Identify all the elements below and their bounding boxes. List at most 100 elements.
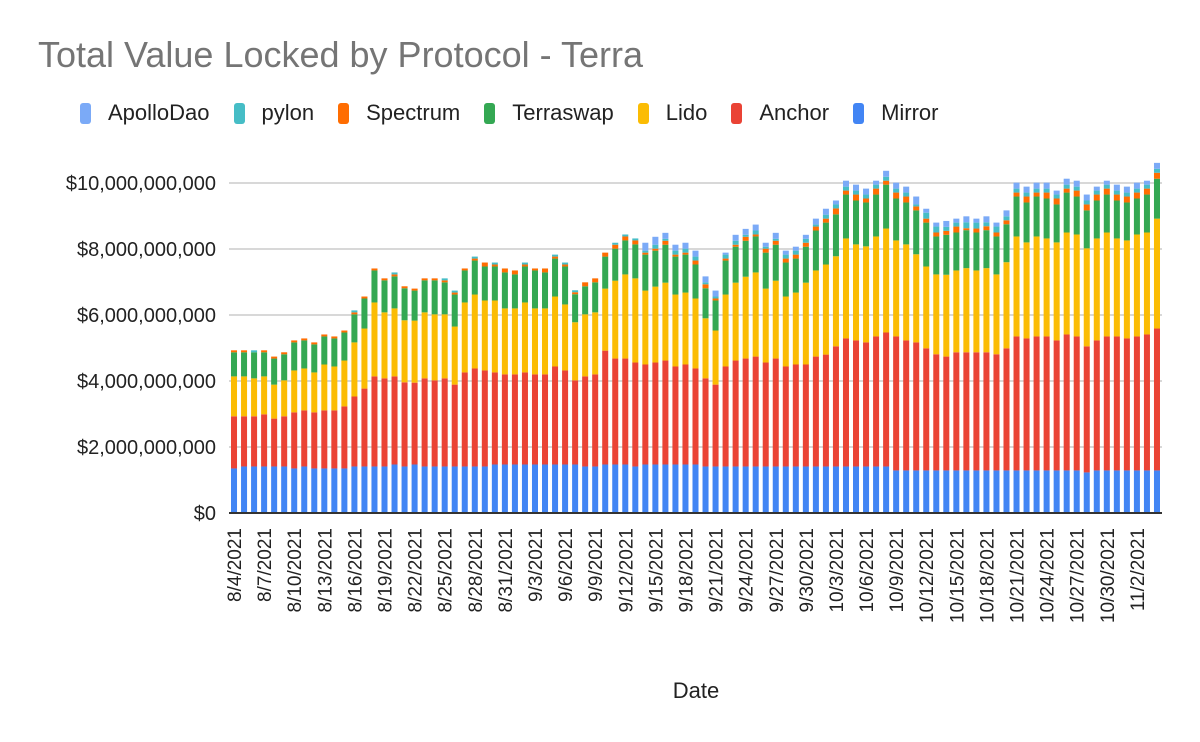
bar-anchor (1153, 328, 1160, 471)
bar-lido (812, 270, 819, 357)
bar-anchor (1053, 340, 1060, 471)
bar-apollodao (1003, 210, 1010, 217)
bar-terraswap (712, 300, 719, 331)
bar-anchor (592, 374, 599, 467)
bar-lido (301, 368, 308, 411)
bar-stack (1043, 182, 1050, 513)
bar-anchor (391, 376, 398, 465)
bar-stack (963, 216, 970, 513)
bar-spectrum (752, 234, 759, 237)
bar-terraswap (802, 246, 809, 283)
bar-spectrum (421, 278, 428, 281)
bar-spectrum (983, 226, 990, 231)
bar-anchor (742, 358, 749, 467)
x-tick-label: 10/18/2021 (977, 528, 998, 623)
bar-lido (592, 312, 599, 375)
bar-terraswap (1113, 200, 1120, 239)
bar-apollodao (642, 242, 649, 251)
bar-mirror (1113, 470, 1120, 513)
bar-stack (1103, 180, 1110, 513)
bar-stack (1133, 182, 1140, 513)
bar-apollodao (802, 234, 809, 239)
bar-lido (672, 294, 679, 367)
bar-anchor (251, 416, 258, 467)
bar-anchor (602, 350, 609, 465)
bar-stack (572, 290, 579, 513)
bar-mirror (1053, 470, 1060, 513)
bar-spectrum (812, 226, 819, 231)
bar-spectrum (732, 244, 739, 247)
bar-stack (782, 250, 789, 513)
bar-anchor (411, 382, 418, 465)
bar-lido (943, 274, 950, 357)
bar-mirror (391, 464, 398, 513)
bar-mirror (1133, 470, 1140, 513)
bar-anchor (401, 382, 408, 467)
bar-terraswap (311, 344, 318, 373)
bar-spectrum (592, 278, 599, 283)
bar-anchor (722, 366, 729, 467)
bar-terraswap (1073, 196, 1080, 235)
bar-anchor (321, 410, 328, 469)
bar-anchor (271, 418, 278, 467)
bar-terraswap (281, 354, 288, 381)
bar-pylon (792, 250, 799, 255)
bar-lido (642, 290, 649, 365)
bar-mirror (381, 466, 388, 513)
bar-pylon (1033, 188, 1040, 193)
x-tick-label: 8/31/2021 (496, 528, 517, 613)
bar-spectrum (712, 298, 719, 301)
bar-mirror (622, 464, 629, 513)
bar-spectrum (893, 192, 900, 199)
bar-stack (1153, 162, 1160, 513)
bar-stack (441, 278, 448, 513)
bar-terraswap (491, 266, 498, 301)
bar-stack (301, 338, 308, 513)
bar-terraswap (1003, 224, 1010, 263)
bar-stack (471, 256, 478, 513)
bar-stack (341, 330, 348, 513)
bar-anchor (311, 412, 318, 469)
bar-mirror (411, 464, 418, 513)
legend-item-mirror: Mirror (853, 100, 939, 126)
bar-terraswap (572, 294, 579, 323)
bar-mirror (1143, 470, 1150, 513)
bar-stack (863, 188, 870, 513)
bar-lido (401, 320, 408, 383)
bar-anchor (732, 360, 739, 467)
bar-pylon (1143, 184, 1150, 189)
bar-stack (722, 252, 729, 513)
bar-stack (401, 286, 408, 513)
bar-apollodao (792, 246, 799, 251)
y-axis: $0 $2,000,000,000 $4,000,000,000 $6,000,000… (66, 173, 216, 525)
bar-anchor (883, 332, 890, 467)
bar-anchor (712, 384, 719, 467)
bar-stack (662, 232, 669, 513)
bar-spectrum (552, 256, 559, 259)
bar-lido (1133, 234, 1140, 337)
bar-anchor (371, 376, 378, 467)
bar-stack (1073, 180, 1080, 513)
bar-apollodao (1143, 180, 1150, 185)
bar-spectrum (461, 268, 468, 271)
bar-lido (883, 228, 890, 333)
bar-lido (1023, 242, 1030, 339)
bar-lido (441, 314, 448, 379)
bar-anchor (451, 384, 458, 467)
bar-pylon (1053, 194, 1060, 199)
bar-lido (491, 300, 498, 373)
bar-mirror (802, 466, 809, 513)
bar-spectrum (853, 194, 860, 201)
bar-pylon (1073, 186, 1080, 191)
bar-spectrum (1153, 172, 1160, 179)
bar-terraswap (391, 276, 398, 309)
bar-apollodao (722, 252, 729, 255)
bar-terraswap (782, 262, 789, 297)
bar-stack (321, 334, 328, 513)
bar-lido (371, 302, 378, 377)
bar-pylon (832, 204, 839, 209)
bar-spectrum (281, 352, 288, 355)
bar-lido (963, 268, 970, 353)
bar-terraswap (351, 314, 358, 343)
bar-stack (1113, 184, 1120, 513)
